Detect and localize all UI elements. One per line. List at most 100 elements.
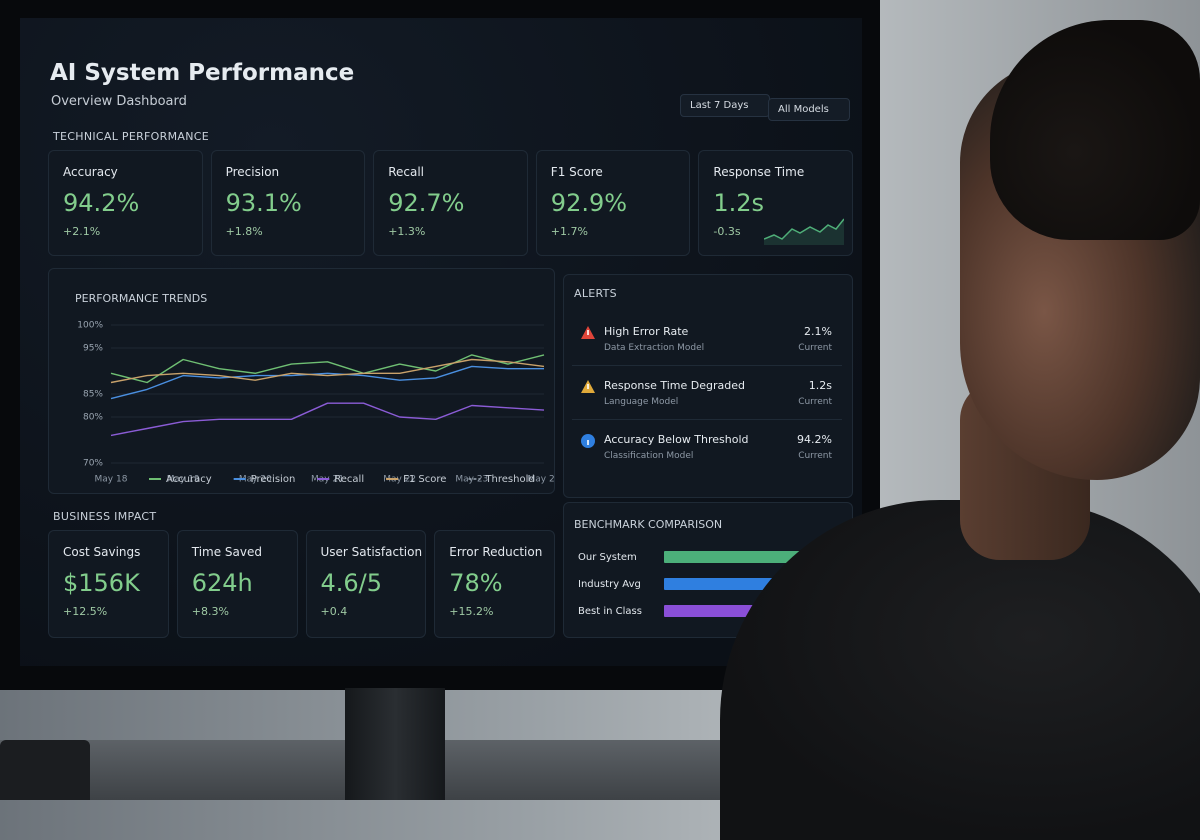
- sparkline: [763, 218, 844, 245]
- metric-card: Response Time 1.2s -0.3s: [698, 150, 853, 256]
- alert-title: Accuracy Below Threshold: [604, 433, 749, 446]
- chart-title: PERFORMANCE TRENDS: [75, 292, 207, 305]
- section-title: ALERTS: [574, 287, 617, 300]
- category-label: Best in Class: [578, 606, 642, 617]
- metric-card: Accuracy 94.2% +2.1%: [48, 150, 203, 256]
- metric-value: 92.7%: [388, 189, 465, 217]
- metric-label: User Satisfaction: [320, 545, 423, 559]
- metric-change: -0.3s: [713, 225, 741, 238]
- legend-label: F1 Score: [403, 474, 446, 485]
- legend-label: Precision: [251, 474, 296, 485]
- alert-item: Response Time Degraded Language Model 1.2s…: [572, 371, 842, 420]
- bar: [664, 551, 818, 563]
- metric-change: +0.4: [320, 605, 348, 618]
- alert-source: Classification Model: [604, 451, 694, 461]
- trend-chart: PERFORMANCE TRENDS 100% 95% 85% 80% 70% May 18…: [75, 292, 561, 485]
- x-tick-label: May 20: [239, 475, 272, 485]
- bar: [664, 578, 794, 590]
- sparkline-line: [763, 218, 844, 240]
- metric-value: 93.1%: [225, 189, 302, 217]
- alert-item: Accuracy Below Threshold Classification M…: [572, 425, 842, 473]
- metric-change: +1.8%: [225, 225, 263, 238]
- filter-dropdown[interactable]: Last 7 Days: [680, 94, 770, 117]
- trends-panel: PERFORMANCE TRENDS 100% 95% 85% 80% 70% May 18…: [48, 268, 561, 494]
- x-tick-label: May 24: [528, 475, 554, 485]
- series-line: [110, 354, 545, 384]
- legend-label: Accuracy: [166, 474, 212, 485]
- title: AI System Performance: [50, 60, 355, 86]
- metric-card: Time Saved 624h +8.3%: [176, 530, 298, 638]
- metric-value: 92.9%: [550, 189, 628, 217]
- category-label: Our System: [578, 552, 637, 563]
- person: [990, 20, 1200, 240]
- icon-glyph: [587, 440, 589, 445]
- alert-note: Current: [798, 451, 832, 461]
- metric-value: 4.6/5: [320, 569, 383, 597]
- metric-card: Error Reduction 78% +15.2%: [434, 530, 555, 638]
- y-tick-label: 70%: [83, 459, 103, 469]
- x-tick-label: May 18: [95, 475, 128, 485]
- metric-label: Cost Savings: [63, 545, 141, 559]
- section-title: BUSINESS IMPACT: [53, 510, 157, 523]
- metric-card: Recall 92.7% +1.3%: [373, 150, 528, 256]
- metric-change: +1.7%: [550, 225, 588, 238]
- alert-value: 1.2s: [808, 379, 832, 392]
- metric-label: Error Reduction: [449, 545, 543, 559]
- section-title: TECHNICAL PERFORMANCE: [53, 130, 209, 143]
- alert-value: 2.1%: [804, 325, 832, 338]
- series-line: [110, 402, 545, 437]
- metric-value: $156K: [63, 569, 140, 597]
- x-tick-label: May 23: [455, 475, 488, 485]
- metric-card: User Satisfaction 4.6/5 +0.4: [305, 530, 427, 638]
- dashboard: AI System Performance Overview Dashboard…: [20, 18, 862, 666]
- alert-icon: [581, 326, 595, 339]
- y-tick-label: 85%: [83, 390, 103, 400]
- filter-dropdown[interactable]: All Models: [768, 98, 850, 121]
- sparkline-area: [763, 219, 844, 245]
- metric-label: Accuracy: [63, 165, 118, 179]
- y-tick-label: 95%: [83, 344, 103, 354]
- person: [720, 500, 1200, 840]
- chart-title: BENCHMARK COMPARISON: [574, 518, 722, 531]
- legend-label: Threshold: [484, 474, 534, 485]
- x-tick-label: May 19: [167, 475, 200, 485]
- metric-value: 94.2%: [63, 189, 140, 217]
- icon-glyph: [587, 330, 589, 335]
- alert-source: Language Model: [604, 397, 679, 407]
- series-line: [110, 365, 544, 400]
- alert-title: Response Time Degraded: [604, 379, 745, 392]
- metric-label: Precision: [225, 165, 280, 179]
- alert-note: Current: [798, 343, 832, 353]
- metric-change: +8.3%: [191, 605, 229, 618]
- icon-glyph: [587, 384, 589, 389]
- metric-value: 78%: [449, 569, 503, 597]
- metric-label: Time Saved: [191, 545, 263, 559]
- metric-change: +15.2%: [449, 605, 494, 618]
- metric-card: F1 Score 92.9% +1.7%: [535, 150, 691, 256]
- metric-change: +2.1%: [63, 225, 101, 238]
- metric-card: Precision 93.1% +1.8%: [210, 150, 366, 256]
- legend-label: Recall: [334, 474, 364, 485]
- alert-value: 94.2%: [797, 433, 832, 446]
- metric-value: 624h: [191, 569, 253, 597]
- metric-card: Cost Savings $156K +12.5%: [48, 530, 169, 638]
- metric-change: +12.5%: [63, 605, 108, 618]
- mug: [0, 740, 90, 800]
- alert-icon: [581, 380, 595, 393]
- alert-source: Data Extraction Model: [604, 343, 705, 353]
- monitor-stand: [345, 688, 445, 800]
- alert-item: High Error Rate Data Extraction Model 2.1%…: [572, 317, 842, 366]
- metric-label: Recall: [388, 165, 424, 179]
- alert-icon: [581, 434, 595, 448]
- alert-title: High Error Rate: [604, 325, 689, 338]
- x-tick-label: May 22: [383, 475, 416, 485]
- metric-label: Response Time: [713, 165, 805, 179]
- y-tick-label: 100%: [77, 321, 103, 331]
- metric-change: +1.3%: [388, 225, 426, 238]
- alert-note: Current: [798, 397, 832, 407]
- series-line: [110, 358, 545, 384]
- y-tick-label: 80%: [83, 413, 103, 423]
- category-label: Industry Avg: [578, 579, 641, 590]
- subtitle: Overview Dashboard: [51, 94, 187, 109]
